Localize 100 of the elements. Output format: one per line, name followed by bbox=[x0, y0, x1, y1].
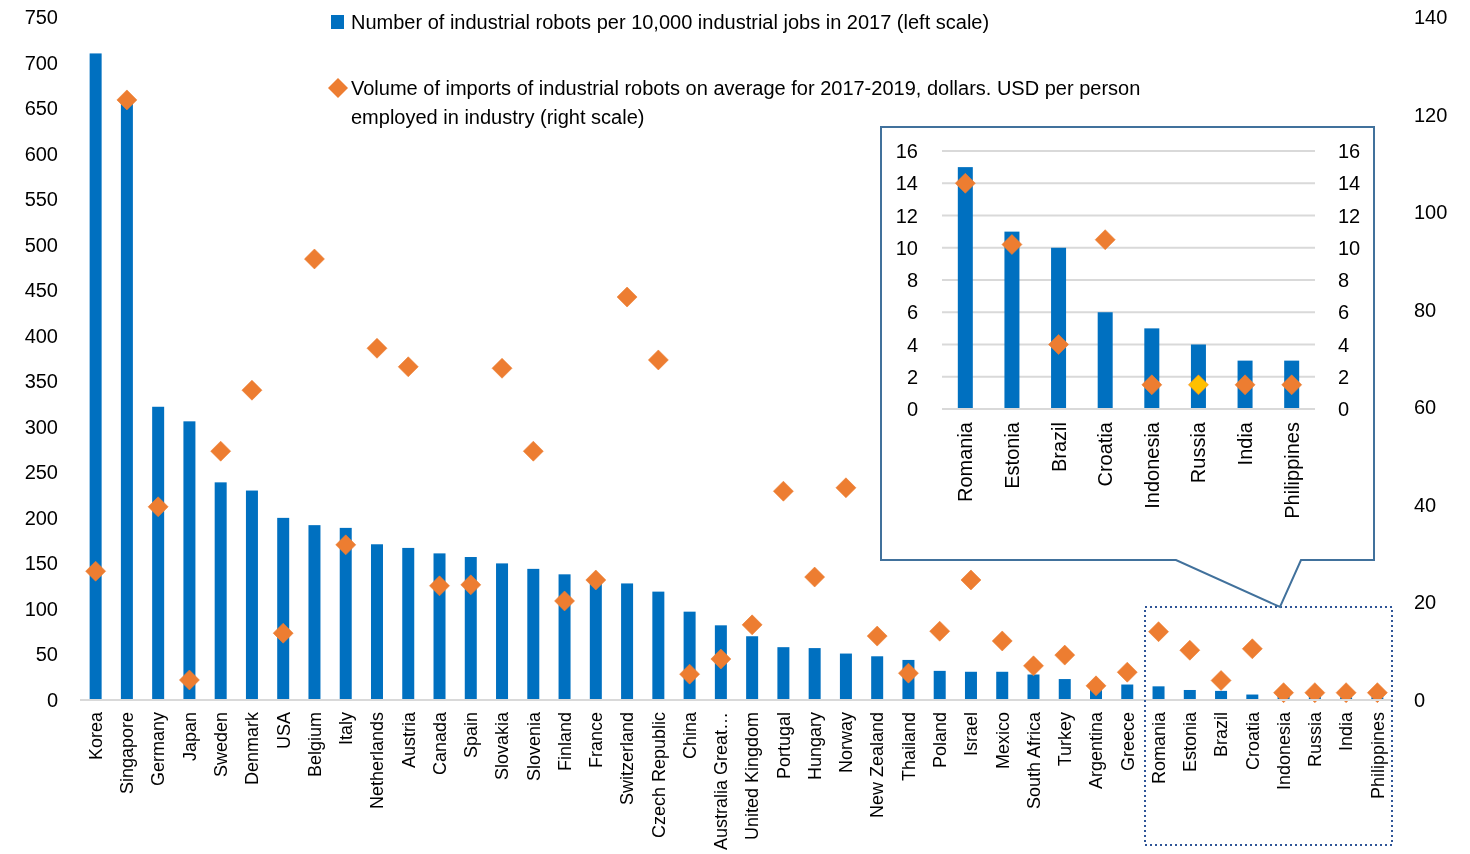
point bbox=[929, 620, 950, 642]
point bbox=[116, 89, 138, 111]
x-tick-label: Belgium bbox=[304, 712, 325, 778]
x-tick-label: Slovakia bbox=[492, 711, 513, 781]
point bbox=[991, 630, 1013, 652]
legend-label: Number of industrial robots per 10,000 industrial jobs in 2017 (left scale) bbox=[351, 11, 990, 33]
y2-tick-label: 40 bbox=[1414, 493, 1437, 516]
y2-tick-label: 10 bbox=[1338, 236, 1361, 259]
y-tick-label: 200 bbox=[24, 506, 58, 529]
bar bbox=[957, 167, 973, 409]
x-tick-label: Turkey bbox=[1055, 712, 1076, 767]
point bbox=[554, 590, 575, 612]
point bbox=[804, 566, 825, 588]
x-tick-label: Argentina bbox=[1086, 711, 1107, 790]
point bbox=[710, 648, 732, 670]
bar bbox=[808, 648, 821, 700]
bar bbox=[871, 656, 884, 700]
point bbox=[85, 560, 106, 582]
point bbox=[1188, 374, 1209, 396]
x-tick-label: Croatia bbox=[1094, 421, 1117, 487]
y-tick-label: 750 bbox=[24, 6, 58, 28]
point bbox=[460, 574, 482, 596]
x-tick-label: Sweden bbox=[210, 712, 231, 778]
point bbox=[679, 663, 700, 685]
y2-tick-label: 4 bbox=[1338, 333, 1350, 356]
point bbox=[1023, 655, 1044, 677]
y-tick-label: 2 bbox=[906, 365, 918, 388]
x-tick-label: Norway bbox=[836, 712, 857, 774]
x-tick-label: Romania bbox=[954, 421, 977, 503]
point bbox=[616, 286, 638, 308]
bar bbox=[964, 671, 977, 700]
bar bbox=[1051, 247, 1067, 409]
x-tick-label: Philippines bbox=[1280, 422, 1303, 519]
point bbox=[866, 625, 888, 647]
y-tick-label: 0 bbox=[46, 689, 58, 711]
bar bbox=[777, 647, 790, 700]
bar bbox=[214, 482, 227, 700]
bar bbox=[308, 525, 321, 700]
point bbox=[1001, 234, 1023, 255]
x-tick-label: Mexico bbox=[992, 712, 1013, 770]
x-tick-label: Israel bbox=[961, 712, 982, 757]
x-tick-label: Finland bbox=[554, 712, 575, 772]
y2-tick-label: 6 bbox=[1338, 301, 1350, 324]
y-tick-label: 500 bbox=[24, 233, 58, 256]
bar bbox=[1004, 231, 1020, 409]
y-tick-label: 12 bbox=[895, 204, 918, 227]
point bbox=[179, 669, 200, 691]
x-tick-label: Netherlands bbox=[367, 712, 388, 810]
y2-tick-label: 60 bbox=[1414, 396, 1437, 419]
x-tick-label: Indonesia bbox=[1273, 711, 1294, 791]
y2-tick-label: 0 bbox=[1338, 398, 1350, 420]
point bbox=[1304, 682, 1326, 703]
y-tick-label: 350 bbox=[24, 370, 58, 393]
point bbox=[1234, 374, 1256, 396]
y-tick-label: 50 bbox=[35, 643, 58, 666]
point bbox=[1210, 670, 1232, 691]
x-tick-label: Greece bbox=[1117, 712, 1138, 772]
bar bbox=[245, 490, 258, 700]
point bbox=[1048, 334, 1069, 355]
x-tick-label: Romania bbox=[1148, 711, 1169, 785]
point bbox=[1054, 644, 1076, 666]
y2-tick-label: 20 bbox=[1414, 591, 1437, 614]
point bbox=[272, 622, 294, 644]
point bbox=[397, 356, 419, 378]
y-tick-label: 100 bbox=[24, 597, 58, 620]
x-tick-label: Russia bbox=[1305, 711, 1326, 768]
y2-tick-label: 14 bbox=[1338, 172, 1361, 195]
point bbox=[773, 480, 794, 502]
point bbox=[741, 614, 763, 636]
bar bbox=[621, 583, 634, 700]
x-tick-label: Croatia bbox=[1242, 711, 1263, 771]
y-tick-label: 4 bbox=[906, 333, 918, 356]
x-tick-label: United Kingdom bbox=[742, 712, 763, 841]
bar bbox=[1027, 674, 1040, 700]
y2-tick-label: 140 bbox=[1414, 6, 1448, 28]
y-tick-label: 14 bbox=[895, 172, 918, 195]
point bbox=[523, 440, 544, 462]
point bbox=[1141, 374, 1163, 396]
legend-label: Volume of imports of industrial robots on average for 2017-2019, dollars. USD per person employed in industry (right scale) bbox=[351, 77, 1141, 128]
x-tick-label: Switzerland bbox=[617, 712, 638, 806]
point bbox=[955, 172, 976, 194]
bar bbox=[933, 670, 946, 700]
bar bbox=[839, 653, 852, 700]
bar bbox=[1121, 684, 1134, 700]
x-tick-label: Poland bbox=[930, 712, 950, 769]
y-tick-label: 8 bbox=[906, 269, 918, 291]
point bbox=[210, 440, 231, 462]
x-tick-label: Italy bbox=[336, 712, 357, 746]
y-tick-label: 450 bbox=[24, 279, 58, 302]
bar bbox=[339, 527, 352, 700]
x-tick-label: Thailand bbox=[898, 712, 919, 782]
point bbox=[241, 379, 263, 401]
point bbox=[1148, 621, 1169, 642]
x-tick-label: Indonesia bbox=[1140, 421, 1163, 509]
bar bbox=[1058, 679, 1071, 700]
bar bbox=[277, 517, 290, 700]
point bbox=[429, 575, 450, 597]
y2-tick-label: 0 bbox=[1414, 689, 1426, 711]
x-tick-label: Brazil bbox=[1047, 422, 1070, 473]
x-tick-label: China bbox=[679, 711, 700, 760]
